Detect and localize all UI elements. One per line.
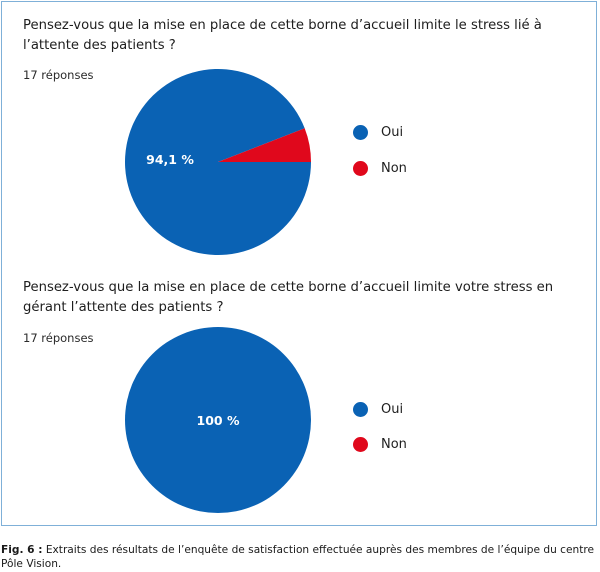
legend-dot-non bbox=[353, 160, 368, 176]
pie-slice-oui bbox=[124, 68, 311, 255]
pie-slice-oui bbox=[125, 327, 311, 513]
figure-frame bbox=[1, 1, 597, 526]
legend-item-oui-1[interactable]: Oui bbox=[353, 122, 403, 142]
legend-label-oui: Oui bbox=[381, 124, 404, 140]
question-1-response-count: 17 réponses bbox=[23, 68, 94, 82]
pie-slice-label-oui: 100 % bbox=[197, 413, 240, 428]
legend-item-non-1[interactable]: Non bbox=[353, 158, 407, 178]
legend-label-non: Non bbox=[381, 160, 407, 176]
legend-dot-oui bbox=[353, 401, 368, 417]
legend-item-oui-2[interactable]: Oui bbox=[353, 399, 403, 419]
question-2-response-count: 17 réponses bbox=[23, 331, 94, 345]
legend-dot-non bbox=[353, 436, 368, 452]
pie-slice-label-oui: 94,1 % bbox=[146, 152, 194, 167]
figure-caption: Fig. 6 : Extraits des résultats de l’enq… bbox=[1, 543, 599, 571]
legend-item-non-2[interactable]: Non bbox=[353, 434, 407, 454]
pie-chart-2: 100 % bbox=[125, 327, 311, 513]
caption-prefix: Fig. 6 : bbox=[1, 544, 43, 556]
caption-text: Extraits des résultats de l’enquête de s… bbox=[1, 544, 595, 570]
legend-dot-oui bbox=[353, 124, 368, 140]
question-2-title: Pensez-vous que la mise en place de cett… bbox=[23, 280, 554, 315]
legend-label-oui: Oui bbox=[381, 401, 404, 417]
pie-slice-non bbox=[218, 128, 311, 162]
question-1-title: Pensez-vous que la mise en place de cett… bbox=[23, 18, 542, 53]
pie-chart-1: 94,1 % bbox=[124, 68, 311, 255]
legend-label-non: Non bbox=[381, 436, 407, 452]
